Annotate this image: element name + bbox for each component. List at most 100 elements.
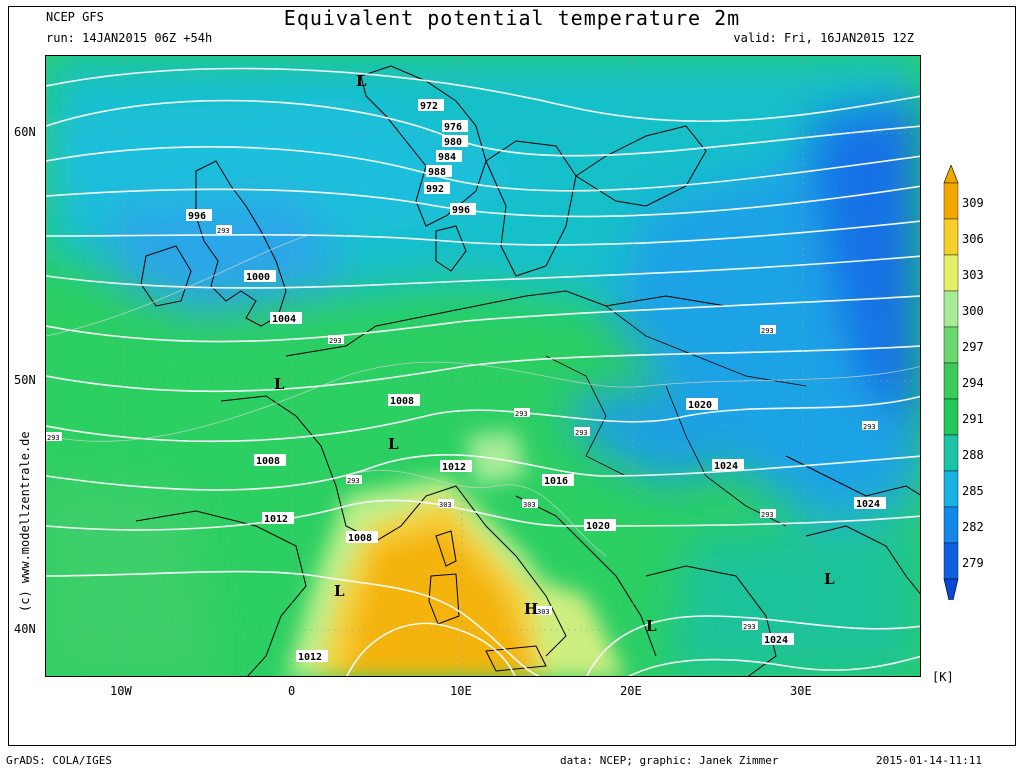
isobar-line	[46, 499, 920, 531]
isobar-line	[346, 622, 516, 676]
svg-text:1012: 1012	[298, 652, 322, 663]
theta-label: 293	[46, 432, 62, 442]
isobar-label: 1012	[440, 460, 472, 473]
svg-text:293: 293	[47, 434, 60, 442]
colorbar-svg: 309 306 303 300 297 294 291 288 285 282 279	[943, 164, 984, 610]
colorbar-tick-label: 294	[962, 376, 984, 390]
coast-black-sea	[785, 455, 920, 497]
svg-text:1008: 1008	[390, 396, 414, 407]
svg-text:293: 293	[761, 511, 774, 519]
svg-text:293: 293	[743, 623, 756, 631]
lon-label-10w: 10W	[110, 684, 132, 698]
coast-denmark	[435, 225, 467, 272]
theta-contours	[46, 235, 920, 557]
plot-frame	[8, 6, 1016, 746]
theta-label: 303	[522, 499, 538, 509]
coast-adriatic	[515, 495, 657, 657]
coast-north-europe	[285, 290, 727, 357]
colorbar-tick-label: 303	[962, 268, 984, 282]
isobar-label: 996	[450, 203, 476, 216]
theta-contour	[46, 361, 920, 442]
svg-text:996: 996	[452, 205, 470, 216]
valid-time: valid: Fri, 16JAN2015 12Z	[733, 31, 914, 45]
watermark: (c) www.modellzentrale.de	[18, 431, 32, 612]
colorbar-tick-label: 279	[962, 556, 984, 570]
model-name: NCEP GFS	[46, 10, 104, 24]
border-central-1	[545, 355, 627, 477]
svg-text:1016: 1016	[544, 476, 568, 487]
colorbar-segment	[943, 398, 959, 436]
svg-text:996: 996	[188, 211, 206, 222]
colorbar-segment	[943, 254, 959, 292]
colorbar-segment	[943, 218, 959, 256]
isobar-line	[46, 454, 920, 491]
svg-text:1012: 1012	[442, 462, 466, 473]
coast-greece	[645, 565, 777, 676]
theta-label: 293	[862, 421, 878, 431]
isobar-line	[46, 570, 541, 676]
svg-text:293: 293	[217, 227, 230, 235]
coast-norway	[360, 65, 487, 227]
map-canvas: 972 976 980 984 988 992 996 996 1000 100…	[46, 56, 920, 676]
coast-turkey	[805, 525, 920, 595]
isobar-label: 1000	[244, 270, 276, 283]
isobar-label: 972	[418, 99, 444, 112]
svg-text:992: 992	[426, 184, 444, 195]
isobar-line	[586, 615, 920, 676]
svg-text:972: 972	[420, 101, 438, 112]
colorbar-segment	[943, 506, 959, 544]
isobar-line	[46, 67, 920, 123]
isobar-lines	[46, 67, 920, 676]
weather-map: 972 976 980 984 988 992 996 996 1000 100…	[45, 55, 921, 677]
grads-credit: GrADS: COLA/IGES	[6, 754, 112, 767]
coast-ireland	[140, 245, 192, 307]
svg-text:293: 293	[575, 429, 588, 437]
isobar-label: 1020	[584, 519, 616, 532]
theta-label: 293	[574, 427, 590, 437]
theta-label: 293	[346, 475, 362, 485]
svg-text:980: 980	[444, 137, 462, 148]
lat-label-60n: 60N	[14, 125, 36, 139]
isobar-label: 1004	[270, 312, 302, 325]
colorbar-segment	[943, 362, 959, 400]
isobar-label: 988	[426, 165, 452, 178]
pressure-center-layer: L L L L L L H	[274, 72, 835, 635]
isobar-line	[46, 345, 920, 393]
svg-text:976: 976	[444, 122, 462, 133]
lon-label-10e: 10E	[450, 684, 472, 698]
colorbar-tick-label: 282	[962, 520, 984, 534]
svg-text:303: 303	[523, 501, 536, 509]
svg-text:303: 303	[537, 608, 550, 616]
coast-finland	[575, 125, 707, 207]
lon-label-30e: 30E	[790, 684, 812, 698]
colorbar-arrow-top	[943, 164, 959, 184]
coast-corsica	[435, 530, 457, 567]
isobar-label: 1012	[262, 512, 294, 525]
theta-contour	[46, 235, 307, 337]
colorbar-tick-label: 288	[962, 448, 984, 462]
svg-text:984: 984	[438, 152, 456, 163]
isobar-label: 1008	[346, 531, 378, 544]
border-balkan	[665, 385, 787, 527]
colorbar-segment	[943, 326, 959, 364]
unit-label: [K]	[932, 670, 954, 684]
isobar-label: 976	[442, 120, 468, 133]
lon-label-0: 0	[288, 684, 296, 698]
lat-label-40n: 40N	[14, 622, 36, 636]
map-title: Equivalent potential temperature 2m	[283, 6, 741, 30]
isobar-label: 1008	[254, 454, 286, 467]
svg-text:1012: 1012	[264, 514, 288, 525]
svg-text:1000: 1000	[246, 272, 270, 283]
isobar-line	[628, 655, 920, 676]
low-center: L	[646, 617, 657, 635]
timestamp: 2015-01-14-11:11	[876, 754, 982, 767]
colorbar-segment	[943, 542, 959, 580]
isobar-line	[46, 255, 920, 289]
coast-sweden	[485, 140, 577, 277]
svg-text:1008: 1008	[256, 456, 280, 467]
lon-label-20e: 20E	[620, 684, 642, 698]
theta-label: 293	[760, 509, 776, 519]
low-center: L	[824, 570, 835, 588]
isobar-label: 1024	[762, 633, 794, 646]
colorbar-segment	[943, 182, 959, 220]
